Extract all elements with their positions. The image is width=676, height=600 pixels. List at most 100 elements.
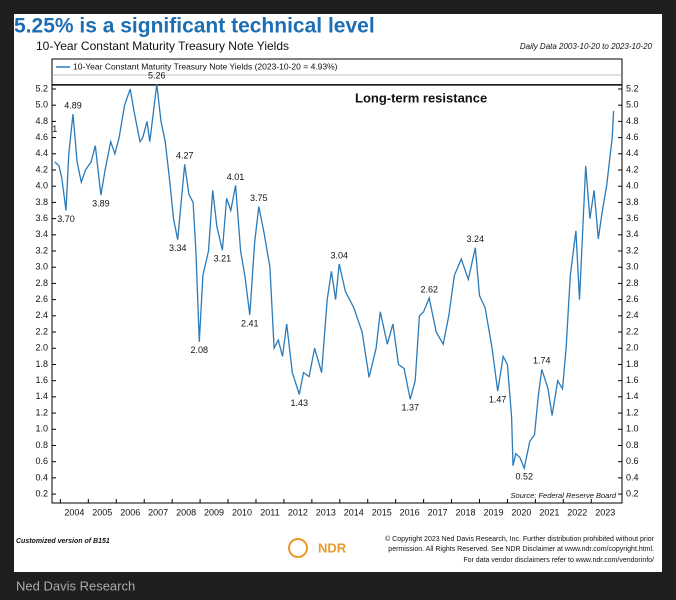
footer: Ned Davis Research — [16, 578, 135, 593]
y-tick-label: 3.6 — [35, 213, 48, 223]
x-tick-label: 2005 — [92, 507, 112, 517]
annotation: 0.52 — [515, 472, 533, 482]
y2-tick-label: 4.4 — [626, 148, 639, 158]
y-tick-label: 2.0 — [35, 343, 48, 353]
y-tick-label: 0.8 — [35, 440, 48, 450]
y-tick-label: 4.8 — [35, 116, 48, 126]
y-tick-label: 1.2 — [35, 407, 48, 417]
annotation: 1.37 — [401, 403, 419, 413]
y2-tick-label: 5.2 — [626, 83, 639, 93]
y2-tick-label: 1.4 — [626, 391, 639, 401]
x-tick-label: 2018 — [456, 507, 476, 517]
headline: 5.25% is a significant technical level — [14, 15, 375, 38]
y2-tick-label: 4.2 — [626, 164, 639, 174]
annotation: 3.70 — [57, 214, 75, 224]
copyright-line: For data vendor disclaimers refer to www… — [463, 557, 654, 564]
y-tick-label: 2.6 — [35, 294, 48, 304]
annotation: 2.41 — [241, 318, 259, 328]
x-tick-label: 2015 — [372, 507, 392, 517]
y2-tick-label: 3.6 — [626, 213, 639, 223]
y-tick-label: 1.0 — [35, 424, 48, 434]
copyright-line: © Copyright 2023 Ned Davis Research, Inc… — [385, 535, 655, 543]
logo: NDR — [318, 540, 347, 555]
copyright-line: permission. All Rights Reserved. See NDR… — [388, 546, 654, 553]
x-tick-label: 2023 — [595, 507, 615, 517]
y-tick-label: 0.2 — [35, 488, 48, 498]
y2-tick-label: 5.0 — [626, 100, 639, 110]
y2-tick-label: 1.8 — [626, 359, 639, 369]
y-tick-label: 1.4 — [35, 391, 48, 401]
x-tick-label: 2004 — [64, 507, 84, 517]
y-tick-label: 0.6 — [35, 456, 48, 466]
chart-subtitle: Daily Data 2003-10-20 to 2023-10-20 — [520, 42, 653, 51]
x-tick-label: 2012 — [288, 507, 308, 517]
x-tick-label: 2011 — [260, 507, 279, 517]
legend-label: 10-Year Constant Maturity Treasury Note … — [73, 61, 338, 71]
y2-tick-label: 3.4 — [626, 229, 639, 239]
y2-tick-label: 3.2 — [626, 245, 639, 255]
annotation: 3.89 — [92, 198, 110, 208]
y2-tick-label: 0.8 — [626, 440, 639, 450]
x-tick-label: 2016 — [400, 507, 420, 517]
y2-tick-label: 1.6 — [626, 375, 639, 385]
y-tick-label: 3.4 — [35, 229, 48, 239]
x-tick-label: 2010 — [232, 507, 252, 517]
y-tick-label: 2.8 — [35, 278, 48, 288]
plot-frame — [51, 58, 623, 504]
resistance-label: Long-term resistance — [355, 90, 487, 105]
annotation: 3.21 — [214, 254, 232, 264]
y-tick-label: 3.0 — [35, 262, 48, 272]
x-tick-label: 2009 — [204, 507, 224, 517]
x-tick-label: 2007 — [148, 507, 168, 517]
y2-tick-label: 1.0 — [626, 424, 639, 434]
panel — [14, 14, 662, 572]
x-tick-label: 2008 — [176, 507, 196, 517]
annotation: 1.47 — [489, 395, 507, 405]
annotation: 3.04 — [330, 250, 348, 260]
source: Source: Federal Reserve Board — [511, 491, 617, 500]
logo-icon — [288, 538, 308, 558]
y-tick-label: 0.4 — [35, 472, 48, 482]
y-tick-label: 2.2 — [35, 326, 48, 336]
y-tick-label: 2.4 — [35, 310, 48, 320]
y2-tick-label: 2.8 — [626, 278, 639, 288]
chart-title: 10-Year Constant Maturity Treasury Note … — [36, 39, 289, 53]
annotation: 5.26 — [148, 70, 166, 80]
y-tick-label: 4.6 — [35, 132, 48, 142]
x-tick-label: 2014 — [344, 507, 364, 517]
y-tick-label: 1.8 — [35, 359, 48, 369]
y-tick-label: 4.2 — [35, 164, 48, 174]
y2-tick-label: 2.2 — [626, 326, 639, 336]
annotation: 1 — [52, 124, 57, 134]
y-tick-label: 3.2 — [35, 245, 48, 255]
y-tick-label: 1.6 — [35, 375, 48, 385]
x-tick-label: 2019 — [483, 507, 503, 517]
y2-tick-label: 4.0 — [626, 181, 639, 191]
x-tick-label: 2013 — [316, 507, 336, 517]
series-line — [54, 84, 615, 471]
y-tick-label: 5.2 — [35, 83, 48, 93]
y-tick-label: 4.4 — [35, 148, 48, 158]
x-tick-label: 2020 — [511, 507, 531, 517]
x-tick-label: 2017 — [428, 507, 448, 517]
y-tick-label: 4.0 — [35, 181, 48, 191]
annotation: 4.27 — [176, 151, 194, 161]
x-tick-label: 2006 — [120, 507, 140, 517]
annotation: 2.62 — [420, 284, 438, 294]
annotation: 1.43 — [291, 398, 309, 408]
y2-tick-label: 3.8 — [626, 197, 639, 207]
y2-tick-label: 4.8 — [626, 116, 639, 126]
y2-tick-label: 4.6 — [626, 132, 639, 142]
y2-tick-label: 0.2 — [626, 488, 639, 498]
annotation: 4.89 — [64, 100, 82, 110]
x-tick-label: 2022 — [567, 507, 587, 517]
y2-tick-label: 0.6 — [626, 456, 639, 466]
y2-tick-label: 2.4 — [626, 310, 639, 320]
annotation: 2.08 — [190, 345, 208, 355]
annotation: 3.75 — [250, 193, 268, 203]
customized-note: Customized version of B151 — [16, 538, 110, 545]
annotation: 3.34 — [169, 243, 187, 253]
annotation: 4.01 — [227, 172, 245, 182]
annotation: 1.74 — [533, 356, 551, 366]
